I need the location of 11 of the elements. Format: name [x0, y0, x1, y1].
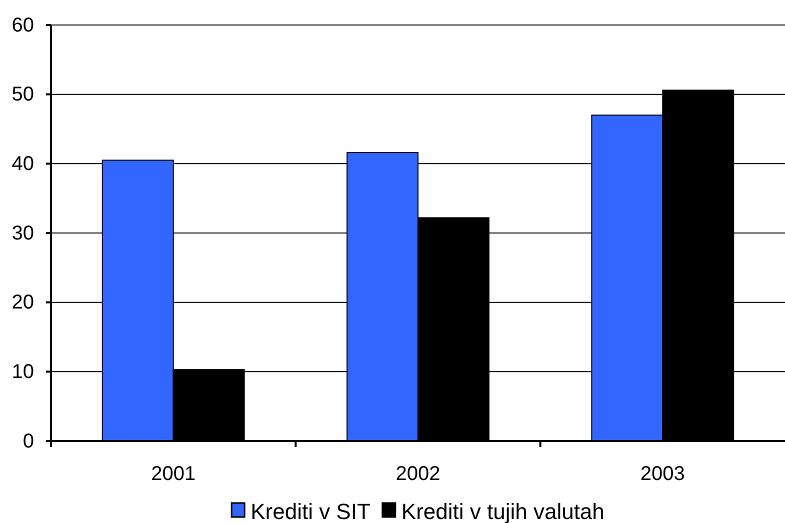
x-tick-label: 2003 — [640, 463, 685, 485]
y-tick-label: 0 — [22, 430, 34, 452]
y-tick-label: 10 — [12, 361, 34, 384]
x-tick-label: 2001 — [151, 463, 196, 485]
y-tick-label: 60 — [12, 14, 34, 36]
y-tick-label: 20 — [12, 292, 34, 314]
x-tick-label: 2002 — [396, 463, 440, 485]
y-tick-label: 40 — [12, 153, 34, 176]
y-tick-label: 30 — [12, 222, 34, 244]
y-tick-label: 50 — [12, 84, 34, 106]
legend-label: Krediti v SIT — [250, 499, 370, 523]
